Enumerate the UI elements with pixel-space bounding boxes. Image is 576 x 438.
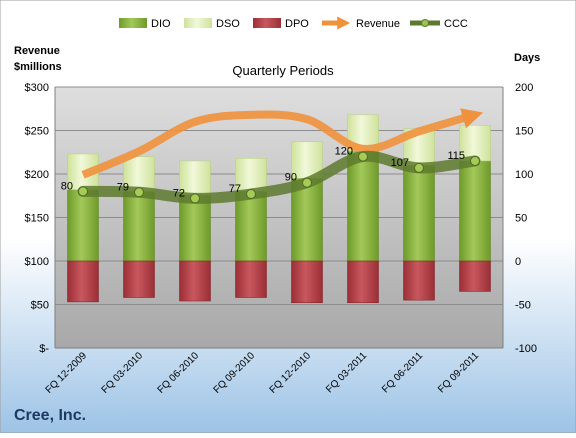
- left-tick-label: $150: [25, 213, 49, 225]
- left-tick-label: $250: [25, 126, 49, 138]
- ccc-marker: [470, 155, 480, 166]
- bar-dpo: [67, 260, 99, 303]
- bar-dio: [123, 191, 155, 262]
- left-axis-title-line2: $millions: [14, 61, 62, 73]
- bar-dpo: [459, 260, 491, 292]
- legend-label-ccc: CCC: [444, 18, 468, 30]
- bar-dpo: [235, 260, 267, 298]
- ccc-marker: [302, 177, 312, 188]
- ccc-line: [77, 150, 481, 204]
- legend-label-dpo: DPO: [285, 18, 309, 30]
- bar-dpo: [123, 260, 155, 298]
- left-tick-label: $200: [25, 169, 49, 181]
- left-tick-label: $100: [25, 256, 49, 268]
- legend-swatch-dso: [184, 18, 212, 28]
- ccc-data-label: 120: [335, 146, 353, 158]
- legend-swatch-dpo: [253, 18, 281, 28]
- ccc-marker: [134, 187, 144, 198]
- bar-dpo: [347, 260, 379, 304]
- bar-dio: [179, 194, 211, 262]
- ccc-data-label: 72: [173, 187, 185, 199]
- ccc-marker: [190, 193, 200, 204]
- left-tick-label: $50: [31, 300, 49, 312]
- right-tick-label: -100: [515, 343, 537, 355]
- ccc-layer: 80 79 72 77 90 120 107 115: [61, 146, 481, 204]
- bar-dio: [347, 151, 379, 262]
- ccc-marker: [358, 151, 368, 162]
- left-axis-title-line1: Revenue: [14, 45, 60, 57]
- revenue-layer: [81, 108, 483, 179]
- ccc-data-label: 115: [447, 150, 465, 162]
- bar-dpo: [403, 260, 435, 301]
- ccc-marker: [78, 186, 88, 197]
- legend: DIO DSO DPO Revenue CCC: [119, 16, 468, 30]
- legend-label-revenue: Revenue: [356, 18, 400, 30]
- bar-dso: [123, 156, 155, 192]
- bar-dio: [67, 189, 99, 262]
- ccc-data-label: 107: [391, 157, 409, 169]
- bar-dso: [179, 160, 211, 196]
- legend-ccc-marker: [421, 19, 429, 27]
- left-tick-label: $300: [25, 82, 49, 94]
- right-tick-label: 200: [515, 82, 533, 94]
- right-tick-label: 100: [515, 169, 533, 181]
- company-name: Cree, Inc.: [14, 407, 86, 424]
- legend-label-dio: DIO: [151, 18, 171, 30]
- ccc-marker: [246, 189, 256, 200]
- left-tick-label: $-: [39, 343, 49, 355]
- right-tick-label: 150: [515, 126, 533, 138]
- chart-title: Quarterly Periods: [232, 63, 334, 78]
- bar-dio: [291, 178, 323, 262]
- right-tick-label: -50: [515, 300, 531, 312]
- right-axis-title: Days: [514, 52, 540, 64]
- ccc-data-label: 90: [285, 172, 297, 184]
- ccc-data-label: 77: [229, 183, 241, 195]
- bar-dso: [459, 125, 491, 162]
- bar-dio: [235, 191, 267, 262]
- ccc-data-label: 80: [61, 180, 73, 192]
- bar-dso: [235, 158, 267, 192]
- ccc-marker: [414, 162, 424, 173]
- bar-dio: [459, 160, 491, 262]
- right-tick-label: 0: [515, 256, 521, 268]
- bar-dpo: [291, 260, 323, 304]
- bar-dpo: [179, 260, 211, 302]
- right-tick-label: 50: [515, 213, 527, 225]
- bar-dio: [403, 165, 435, 262]
- ccc-data-label: 79: [117, 181, 129, 193]
- revenue-line: [81, 108, 483, 179]
- legend-swatch-dio: [119, 18, 147, 28]
- legend-label-dso: DSO: [216, 18, 240, 30]
